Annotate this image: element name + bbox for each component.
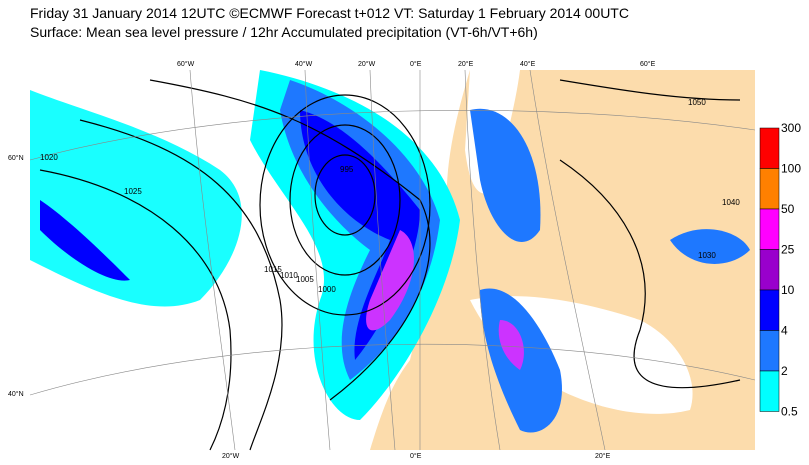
legend-swatch xyxy=(759,330,780,372)
legend-label: 50 xyxy=(781,202,795,216)
legend-swatch xyxy=(759,168,780,210)
isobar-label: 1000 xyxy=(318,285,336,294)
lon-label: 20°W xyxy=(222,452,240,460)
legend-label: 100 xyxy=(781,162,801,176)
isobar-label: 1010 xyxy=(280,271,298,280)
precip xyxy=(670,229,750,264)
lon-label: 40°W xyxy=(295,60,313,68)
graticule xyxy=(29,69,756,451)
map xyxy=(29,69,756,451)
legend: 300 100 50 25 10 4 2 0.5 xyxy=(759,121,801,419)
legend-label: 25 xyxy=(781,243,795,257)
lon-label: 60°E xyxy=(640,60,656,68)
precip xyxy=(470,108,541,242)
isobar-label: 1015 xyxy=(264,265,282,274)
isobars xyxy=(39,79,741,451)
lon-label: 60°W xyxy=(177,60,195,68)
legend-swatch xyxy=(759,289,780,331)
legend-label: 0.5 xyxy=(781,405,798,419)
legend-label: 10 xyxy=(781,283,795,297)
isobar-label: 1050 xyxy=(688,98,706,107)
lon-label: 20°W xyxy=(358,60,376,68)
subtitle: Surface: Mean sea level pressure / 12hr … xyxy=(30,24,538,40)
title: Friday 31 January 2014 12UTC ©ECMWF Fore… xyxy=(30,5,629,21)
isobar-label: 1030 xyxy=(698,251,716,260)
isobar-label: 1040 xyxy=(722,198,740,207)
lat-label: 40°N xyxy=(8,390,24,398)
lon-label: 40°E xyxy=(520,60,536,68)
legend-swatch xyxy=(759,208,780,250)
isobar-label: 1020 xyxy=(40,153,58,162)
legend-label: 2 xyxy=(781,364,788,378)
lon-top: 60°W 40°W 20°W 0°E 20°E 40°E 60°E 20°W 0… xyxy=(8,60,656,460)
lon-label: 0°E xyxy=(410,452,422,460)
legend-swatch xyxy=(759,370,780,412)
isobar-label: 995 xyxy=(340,165,354,174)
precip xyxy=(366,230,414,331)
lon-label: 20°E xyxy=(458,60,474,68)
isobar-labels: 995 1000 1005 1010 1015 1020 1025 1030 1… xyxy=(40,98,740,294)
legend-label: 300 xyxy=(781,121,801,135)
lon-label: 0°E xyxy=(410,60,422,68)
legend-label: 4 xyxy=(781,324,788,338)
precip xyxy=(498,320,524,370)
isobar-label: 1025 xyxy=(124,187,142,196)
precip xyxy=(40,200,130,281)
legend-swatch xyxy=(759,249,780,291)
isobar-label: 1005 xyxy=(296,275,314,284)
lat-label: 60°N xyxy=(8,154,24,162)
lon-label: 20°E xyxy=(595,452,611,460)
legend-swatch xyxy=(759,127,780,169)
